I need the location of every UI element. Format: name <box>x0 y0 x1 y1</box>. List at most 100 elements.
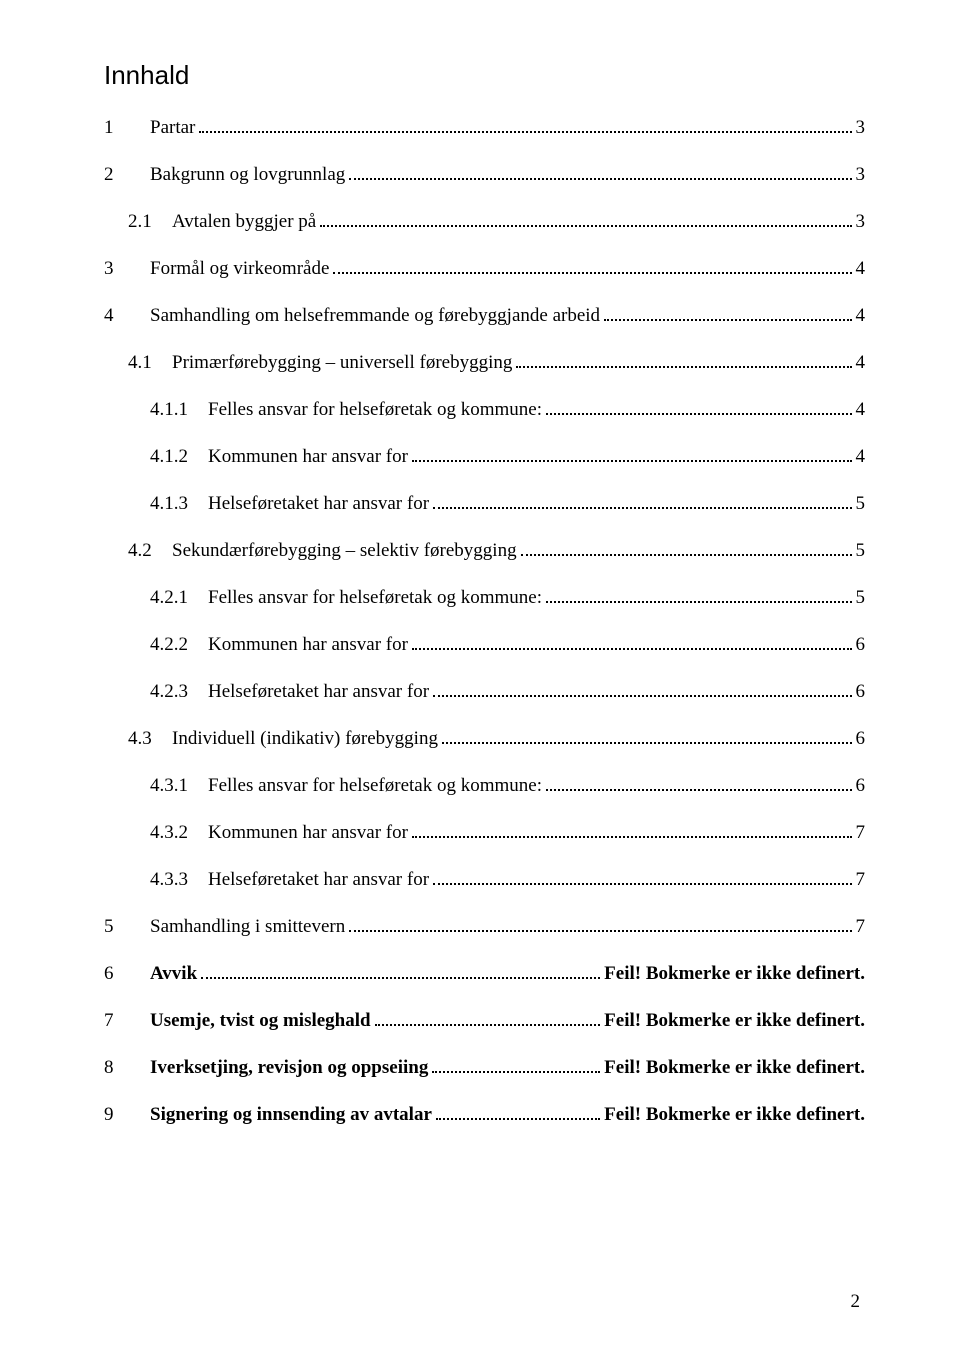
toc-entry-page: 3 <box>856 117 866 139</box>
table-of-contents: 1Partar 3 2Bakgrunn og lovgrunnlag 3 2.1Avta… <box>104 117 865 1126</box>
toc-leader-dots <box>433 683 851 697</box>
toc-entry: 9Signering og innsending av avtalarFeil!… <box>104 1104 865 1126</box>
toc-entry-text: Partar <box>150 117 195 139</box>
toc-entry: 2Bakgrunn og lovgrunnlag 3 <box>104 164 865 186</box>
toc-entry-number: 4.2 <box>104 540 172 562</box>
toc-entry-number: 1 <box>104 117 150 139</box>
toc-title: Innhald <box>104 60 865 91</box>
toc-entry-page: 6 <box>856 728 866 750</box>
toc-leader-dots <box>199 119 851 133</box>
toc-leader-dots <box>375 1012 601 1026</box>
toc-entry-text: Signering og innsending av avtalar <box>150 1104 432 1126</box>
toc-entry-number: 6 <box>104 963 150 985</box>
toc-leader-dots <box>433 495 851 509</box>
toc-leader-dots <box>516 354 851 368</box>
page-number: 2 <box>851 1291 861 1313</box>
toc-entry-text: Avtalen byggjer på <box>172 211 316 233</box>
toc-entry: 4.3Individuell (indikativ) førebygging 6 <box>104 728 865 750</box>
toc-entry: 4.3.1Felles ansvar for helseføretak og k… <box>104 775 865 797</box>
toc-entry-page: 4 <box>856 258 866 280</box>
toc-entry: 3Formål og virkeområde 4 <box>104 258 865 280</box>
toc-entry-text: Iverksetjing, revisjon og oppseiing <box>150 1057 428 1079</box>
toc-entry-number: 4.1 <box>104 352 172 374</box>
toc-entry-number: 4.1.2 <box>104 446 208 468</box>
toc-leader-dots <box>412 448 852 462</box>
toc-entry-text: Kommunen har ansvar for <box>208 634 408 656</box>
toc-entry-text: Samhandling om helsefremmande og førebyg… <box>150 305 600 327</box>
toc-entry-number: 4.3.1 <box>104 775 208 797</box>
toc-entry-text: Samhandling i smittevern <box>150 916 345 938</box>
toc-entry-number: 2 <box>104 164 150 186</box>
toc-entry-text: Individuell (indikativ) førebygging <box>172 728 438 750</box>
toc-entry-number: 4.1.1 <box>104 399 208 421</box>
toc-entry-page: 5 <box>856 587 866 609</box>
toc-entry-page: 4 <box>856 352 866 374</box>
toc-leader-dots <box>349 918 851 932</box>
toc-entry: 6Avvik Feil! Bokmerke er ikke definert. <box>104 963 865 985</box>
toc-entry-page: Feil! Bokmerke er ikke definert. <box>604 1057 865 1079</box>
toc-entry-number: 4.2.2 <box>104 634 208 656</box>
toc-entry-page: 6 <box>856 634 866 656</box>
toc-entry: 4.1.2Kommunen har ansvar for 4 <box>104 446 865 468</box>
toc-entry: 4.2.2Kommunen har ansvar for 6 <box>104 634 865 656</box>
toc-leader-dots <box>432 1059 600 1073</box>
toc-entry-text: Felles ansvar for helseføretak og kommun… <box>208 587 542 609</box>
toc-leader-dots <box>546 401 852 415</box>
toc-entry: 8Iverksetjing, revisjon og oppseiing Feil… <box>104 1057 865 1079</box>
toc-entry-number: 4.3 <box>104 728 172 750</box>
toc-leader-dots <box>546 777 852 791</box>
toc-entry: 5Samhandling i smittevern7 <box>104 916 865 938</box>
toc-entry-page: Feil! Bokmerke er ikke definert. <box>604 1010 865 1032</box>
toc-leader-dots <box>201 965 600 979</box>
toc-entry-text: Helseføretaket har ansvar for <box>208 869 429 891</box>
toc-entry-page: 4 <box>856 305 866 327</box>
toc-entry-number: 4.2.1 <box>104 587 208 609</box>
toc-entry: 1Partar 3 <box>104 117 865 139</box>
toc-entry: 4.2.1Felles ansvar for helseføretak og k… <box>104 587 865 609</box>
toc-entry-number: 2.1 <box>104 211 172 233</box>
toc-entry-text: Kommunen har ansvar for <box>208 446 408 468</box>
toc-entry-text: Bakgrunn og lovgrunnlag <box>150 164 345 186</box>
toc-entry-page: 5 <box>856 493 866 515</box>
toc-entry-page: 5 <box>856 540 866 562</box>
toc-entry-page: 6 <box>856 681 866 703</box>
toc-entry: 4.1.1Felles ansvar for helseføretak og k… <box>104 399 865 421</box>
toc-entry-page: 3 <box>856 211 866 233</box>
toc-entry-number: 3 <box>104 258 150 280</box>
toc-entry-page: 7 <box>856 822 866 844</box>
toc-entry-number: 4.3.3 <box>104 869 208 891</box>
toc-entry: 4.2Sekundærførebygging – selektiv føreby… <box>104 540 865 562</box>
toc-leader-dots <box>521 542 852 556</box>
toc-leader-dots <box>604 307 851 321</box>
toc-entry-page: 6 <box>856 775 866 797</box>
toc-entry-number: 8 <box>104 1057 150 1079</box>
toc-entry-text: Helseføretaket har ansvar for <box>208 681 429 703</box>
toc-entry-text: Felles ansvar for helseføretak og kommun… <box>208 399 542 421</box>
toc-entry-text: Avvik <box>150 963 197 985</box>
toc-entry: 4.3.3Helseføretaket har ansvar for 7 <box>104 869 865 891</box>
toc-entry-number: 4.3.2 <box>104 822 208 844</box>
toc-leader-dots <box>412 824 852 838</box>
toc-entry: 4 Samhandling om helsefremmande og føreby… <box>104 305 865 327</box>
toc-entry-page: 4 <box>856 399 866 421</box>
toc-leader-dots <box>333 260 851 274</box>
toc-leader-dots <box>412 636 852 650</box>
toc-entry-page: 7 <box>856 916 866 938</box>
toc-entry: 4.1.3Helseføretaket har ansvar for 5 <box>104 493 865 515</box>
toc-entry-text: Felles ansvar for helseføretak og kommun… <box>208 775 542 797</box>
toc-leader-dots <box>320 213 851 227</box>
toc-entry-text: Helseføretaket har ansvar for <box>208 493 429 515</box>
toc-entry-number: 9 <box>104 1104 150 1126</box>
toc-entry-page: 3 <box>856 164 866 186</box>
toc-entry: 4.1Primærførebygging – universell føreby… <box>104 352 865 374</box>
toc-leader-dots <box>349 166 851 180</box>
toc-leader-dots <box>442 730 852 744</box>
toc-entry-page: Feil! Bokmerke er ikke definert. <box>604 963 865 985</box>
toc-entry-text: Kommunen har ansvar for <box>208 822 408 844</box>
toc-entry-page: 7 <box>856 869 866 891</box>
toc-entry-number: 4.1.3 <box>104 493 208 515</box>
toc-entry-text: Formål og virkeområde <box>150 258 329 280</box>
toc-entry-text: Sekundærførebygging – selektiv førebyggi… <box>172 540 517 562</box>
toc-leader-dots <box>546 589 852 603</box>
toc-entry-page: 4 <box>856 446 866 468</box>
